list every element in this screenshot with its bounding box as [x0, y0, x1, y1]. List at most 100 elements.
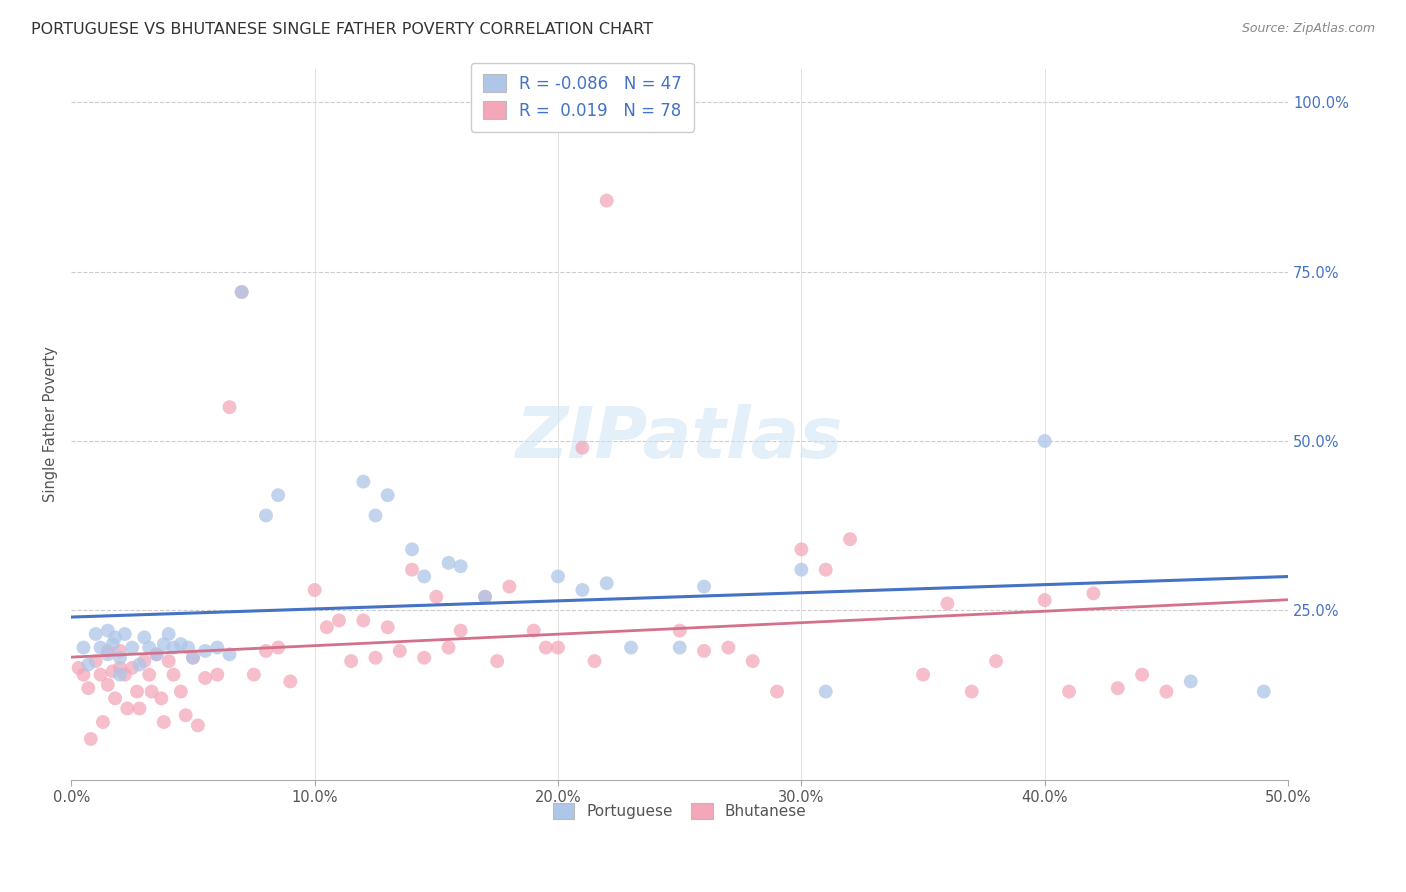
Point — [77, 657, 100, 672]
Point — [583, 654, 606, 668]
Point — [125, 684, 148, 698]
Point — [936, 597, 959, 611]
Point — [174, 708, 197, 723]
Point — [231, 285, 253, 299]
Point — [97, 648, 120, 662]
Point — [157, 627, 180, 641]
Point — [114, 627, 136, 641]
Legend: Portuguese, Bhutanese: Portuguese, Bhutanese — [547, 797, 813, 825]
Point — [267, 640, 290, 655]
Point — [181, 650, 204, 665]
Point — [104, 691, 127, 706]
Point — [766, 684, 789, 698]
Point — [984, 654, 1007, 668]
Text: ZIPatlas: ZIPatlas — [516, 404, 844, 473]
Point — [571, 582, 593, 597]
Point — [117, 701, 139, 715]
Point — [121, 661, 143, 675]
Point — [138, 640, 160, 655]
Point — [157, 654, 180, 668]
Point — [1057, 684, 1080, 698]
Point — [114, 667, 136, 681]
Point — [177, 640, 200, 655]
Point — [181, 650, 204, 665]
Point — [352, 614, 374, 628]
Point — [162, 667, 184, 681]
Point — [187, 718, 209, 732]
Point — [91, 714, 114, 729]
Point — [128, 701, 150, 715]
Point — [790, 563, 813, 577]
Point — [121, 640, 143, 655]
Point — [450, 559, 472, 574]
Point — [498, 580, 520, 594]
Point — [437, 640, 460, 655]
Point — [377, 620, 399, 634]
Point — [425, 590, 447, 604]
Point — [128, 657, 150, 672]
Point — [1107, 681, 1129, 696]
Point — [717, 640, 740, 655]
Point — [145, 648, 167, 662]
Point — [267, 488, 290, 502]
Point — [170, 684, 193, 698]
Point — [108, 667, 131, 681]
Point — [84, 654, 107, 668]
Point — [523, 624, 546, 638]
Point — [108, 661, 131, 675]
Point — [89, 640, 111, 655]
Point — [401, 563, 423, 577]
Point — [571, 441, 593, 455]
Point — [152, 637, 174, 651]
Point — [668, 624, 690, 638]
Point — [101, 665, 124, 679]
Point — [254, 644, 277, 658]
Point — [596, 576, 619, 591]
Point — [668, 640, 690, 655]
Point — [534, 640, 557, 655]
Point — [364, 650, 387, 665]
Point — [413, 650, 436, 665]
Point — [596, 194, 619, 208]
Point — [141, 684, 163, 698]
Point — [486, 654, 509, 668]
Point — [207, 667, 229, 681]
Point — [340, 654, 363, 668]
Point — [254, 508, 277, 523]
Point — [104, 631, 127, 645]
Point — [72, 640, 94, 655]
Point — [218, 648, 240, 662]
Point — [67, 661, 90, 675]
Point — [315, 620, 337, 634]
Point — [304, 582, 326, 597]
Point — [328, 614, 350, 628]
Point — [152, 714, 174, 729]
Point — [413, 569, 436, 583]
Point — [377, 488, 399, 502]
Point — [741, 654, 763, 668]
Point — [97, 624, 120, 638]
Point — [84, 627, 107, 641]
Point — [97, 678, 120, 692]
Point — [693, 580, 716, 594]
Point — [278, 674, 301, 689]
Point — [450, 624, 472, 638]
Point — [162, 640, 184, 655]
Point — [1253, 684, 1275, 698]
Point — [364, 508, 387, 523]
Point — [388, 644, 411, 658]
Text: Source: ZipAtlas.com: Source: ZipAtlas.com — [1241, 22, 1375, 36]
Point — [912, 667, 935, 681]
Point — [1156, 684, 1178, 698]
Point — [693, 644, 716, 658]
Y-axis label: Single Father Poverty: Single Father Poverty — [44, 346, 58, 502]
Point — [1180, 674, 1202, 689]
Point — [437, 556, 460, 570]
Point — [474, 590, 496, 604]
Point — [134, 654, 156, 668]
Point — [145, 648, 167, 662]
Point — [89, 667, 111, 681]
Point — [243, 667, 266, 681]
Point — [960, 684, 983, 698]
Point — [814, 563, 837, 577]
